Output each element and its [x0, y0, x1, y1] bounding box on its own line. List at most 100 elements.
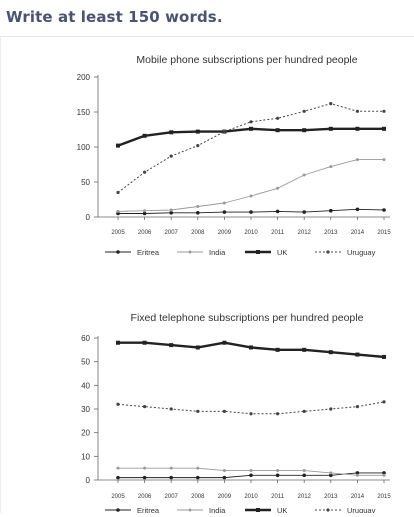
- legend-marker: [326, 508, 330, 512]
- data-point: [329, 165, 333, 169]
- data-point: [249, 345, 253, 350]
- series-line: [117, 159, 384, 212]
- data-point: [302, 210, 307, 214]
- series-india: [116, 158, 386, 213]
- x-tick-label: 2015: [377, 494, 391, 500]
- data-point: [116, 190, 120, 195]
- y-tick-label: 60: [81, 334, 90, 343]
- data-point: [275, 209, 280, 214]
- legend-label: Uruguay: [347, 248, 376, 257]
- data-point: [355, 158, 359, 162]
- data-point: [116, 340, 120, 345]
- charts-canvas: Mobile phone subscriptions per hundred p…: [77, 54, 392, 515]
- x-tick-label: 2014: [351, 494, 365, 500]
- chart-title: Fixed telephone subscriptions per hundre…: [131, 312, 364, 324]
- data-point: [355, 473, 359, 477]
- legend-item-eritrea: Eritrea: [105, 248, 160, 257]
- data-point: [222, 210, 227, 214]
- data-point: [329, 471, 333, 475]
- chart-1: Mobile phone subscriptions per hundred p…: [77, 54, 392, 257]
- y-tick-label: 0: [86, 213, 91, 222]
- data-point: [143, 209, 147, 213]
- data-point: [302, 109, 306, 113]
- y-tick-label: 20: [81, 429, 90, 438]
- series-uruguay: [116, 400, 386, 416]
- x-tick-label: 2005: [111, 494, 125, 500]
- data-point: [249, 210, 253, 214]
- legend-marker: [116, 250, 120, 254]
- data-point: [249, 126, 253, 131]
- chart-title: Mobile phone subscriptions per hundred p…: [136, 54, 357, 66]
- x-tick-label: 2012: [298, 494, 312, 500]
- data-point: [355, 109, 359, 113]
- series-eritrea: [116, 207, 386, 216]
- chart-2: Fixed telephone subscriptions per hundre…: [81, 312, 391, 515]
- data-point: [249, 120, 253, 124]
- legend-marker: [188, 250, 192, 254]
- data-point: [222, 409, 226, 413]
- data-point: [196, 144, 200, 148]
- x-tick-label: 2006: [138, 494, 152, 500]
- x-tick-label: 2010: [244, 494, 258, 500]
- x-tick-label: 2009: [218, 230, 232, 236]
- data-point: [169, 130, 174, 135]
- data-point: [195, 129, 200, 134]
- data-point: [142, 133, 147, 138]
- y-tick-label: 40: [81, 381, 90, 390]
- data-point: [169, 475, 173, 480]
- legend-marker: [188, 508, 192, 512]
- data-point: [382, 208, 386, 212]
- data-point: [143, 405, 147, 409]
- data-point: [222, 475, 227, 480]
- data-point: [382, 109, 386, 113]
- data-point: [328, 126, 333, 131]
- y-tick-label: 50: [81, 358, 90, 367]
- series-uruguay: [116, 102, 386, 195]
- data-point: [355, 471, 360, 475]
- data-point: [382, 473, 386, 477]
- chart-figure: Mobile phone subscriptions per hundred p…: [0, 36, 414, 515]
- legend-label: Eritrea: [137, 248, 160, 257]
- data-point: [196, 205, 200, 208]
- data-point: [382, 158, 386, 162]
- series-line: [117, 127, 384, 147]
- x-tick-label: 2014: [351, 230, 365, 236]
- data-point: [169, 343, 174, 348]
- x-tick-label: 2010: [244, 230, 258, 236]
- x-tick-label: 2008: [191, 230, 205, 236]
- data-point: [382, 126, 386, 131]
- legend-marker: [256, 250, 260, 254]
- series-uk: [116, 340, 386, 359]
- data-point: [249, 473, 253, 478]
- data-point: [276, 186, 280, 190]
- data-point: [302, 347, 307, 352]
- data-point: [275, 347, 280, 352]
- data-point: [142, 475, 147, 480]
- x-tick-label: 2015: [377, 230, 391, 236]
- x-tick-label: 2011: [271, 230, 285, 236]
- data-point: [222, 201, 226, 205]
- x-tick-label: 2007: [165, 230, 179, 236]
- data-point: [355, 126, 360, 131]
- y-tick-label: 100: [77, 143, 91, 152]
- y-tick-label: 50: [81, 178, 90, 187]
- data-point: [302, 173, 306, 177]
- data-point: [355, 405, 359, 409]
- y-tick-label: 0: [86, 476, 91, 485]
- legend-marker: [256, 508, 260, 512]
- data-point: [329, 208, 333, 213]
- data-point: [382, 354, 386, 359]
- data-point: [143, 466, 147, 470]
- x-tick-label: 2012: [298, 230, 312, 236]
- data-point: [222, 340, 227, 345]
- data-point: [302, 473, 307, 478]
- series-uk: [116, 126, 386, 148]
- data-point: [329, 473, 333, 478]
- legend-label: India: [209, 506, 226, 513]
- data-point: [302, 128, 307, 133]
- data-point: [196, 475, 200, 480]
- y-tick-label: 10: [81, 452, 90, 461]
- legend-label: UK: [277, 506, 287, 513]
- series-eritrea: [116, 471, 386, 480]
- data-point: [276, 412, 280, 416]
